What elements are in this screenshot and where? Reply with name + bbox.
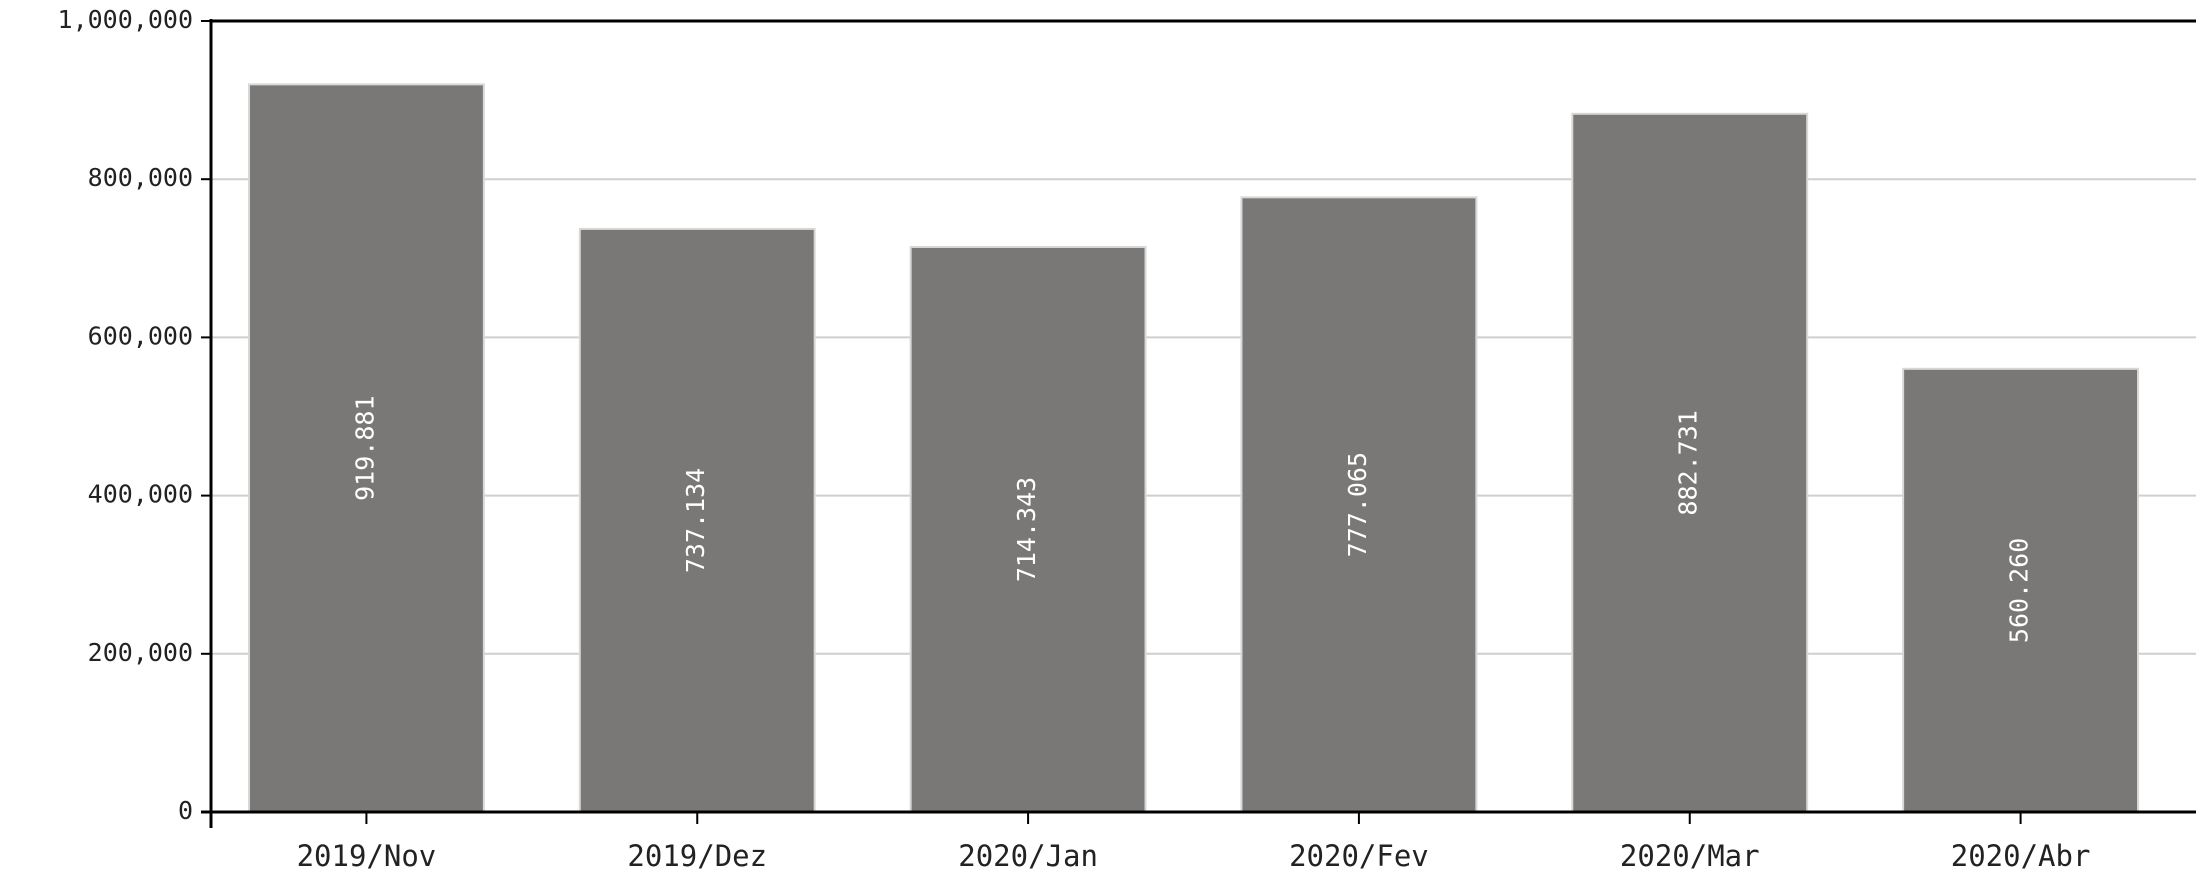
value-label: 714.343 <box>1012 477 1041 582</box>
x-tick-label: 2020/Fev <box>1289 839 1429 873</box>
value-label: 737.134 <box>681 468 710 573</box>
x-tick-label: 2020/Mar <box>1620 839 1760 873</box>
bar <box>1902 367 2140 813</box>
value-label: 919.881 <box>350 396 379 501</box>
bar <box>1240 196 1478 813</box>
bar <box>1571 112 1809 814</box>
y-tick-label: 200,000 <box>88 638 193 667</box>
bar <box>247 83 485 813</box>
y-tick-label: 800,000 <box>88 163 193 192</box>
bar <box>909 245 1147 813</box>
y-tick-label: 600,000 <box>88 321 193 350</box>
x-tick-label: 2020/Abr <box>1951 839 2091 873</box>
x-tick-label: 2019/Dez <box>627 839 767 873</box>
y-tick-label: 400,000 <box>88 480 193 509</box>
value-label: 777.065 <box>1343 452 1372 557</box>
y-tick-label: 0 <box>178 796 193 825</box>
value-label: 882.731 <box>1674 410 1703 515</box>
bar <box>578 227 816 813</box>
x-tick-label: 2020/Jan <box>958 839 1098 873</box>
y-tick-label: 1,000,000 <box>58 5 193 34</box>
value-label: 560.260 <box>2005 538 2034 643</box>
x-tick-label: 2019/Nov <box>297 839 437 873</box>
